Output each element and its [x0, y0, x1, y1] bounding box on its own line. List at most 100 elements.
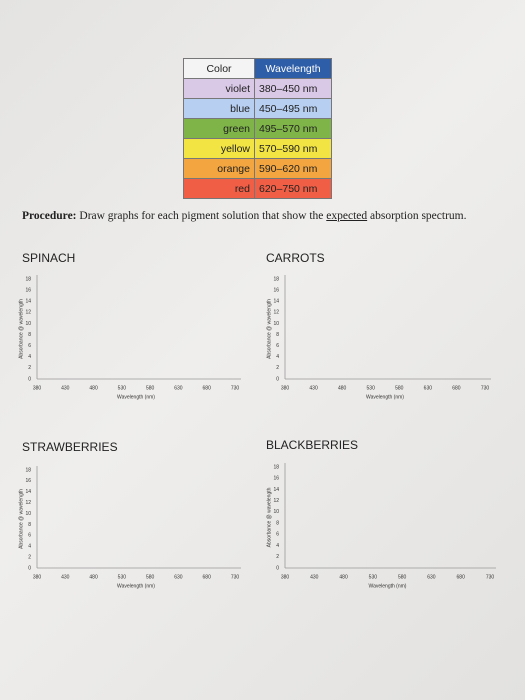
row: blue 450–495 nm [183, 98, 332, 119]
graph-title: BLACKBERRIES [266, 438, 358, 452]
procedure-emphasis: expected [326, 210, 368, 222]
cell: red [183, 178, 255, 199]
cell: green [183, 118, 255, 139]
y-tick-label: 6 [28, 533, 31, 539]
y-tick-label: 0 [276, 376, 279, 382]
y-tick-label: 2 [28, 365, 31, 371]
x-tick-label: 730 [486, 574, 495, 580]
row: yellow 570–590 nm [183, 138, 332, 159]
row: violet 380–450 nm [183, 78, 332, 99]
y-tick-label: 16 [25, 287, 31, 293]
y-tick-label: 10 [25, 511, 31, 517]
x-tick-label: 580 [146, 385, 155, 391]
cell: 620–750 nm [254, 178, 332, 199]
y-tick-label: 8 [28, 522, 31, 528]
column-header: Color [183, 58, 255, 79]
y-tick-label: 18 [273, 276, 279, 282]
x-tick-label: 430 [309, 385, 318, 391]
x-tick-label: 430 [61, 385, 70, 391]
y-axis-label: Absorbance @ wavelength [266, 487, 272, 547]
y-tick-label: 2 [28, 554, 31, 560]
row: red 620–750 nm [183, 178, 332, 199]
y-tick-label: 2 [276, 365, 279, 371]
x-tick-label: 430 [61, 574, 70, 580]
y-tick-label: 4 [276, 354, 279, 360]
color-table: Color Wavelength violet 380–450 nm blue 45… [183, 58, 332, 199]
y-tick-label: 14 [25, 299, 31, 305]
y-tick-label: 10 [273, 509, 279, 515]
x-tick-label: 580 [398, 574, 407, 580]
graph-title: SPINACH [22, 251, 75, 265]
y-tick-label: 12 [273, 310, 279, 316]
y-tick-label: 16 [273, 287, 279, 293]
y-tick-label: 10 [25, 321, 31, 327]
y-tick-label: 0 [28, 565, 31, 571]
cell: yellow [183, 138, 255, 159]
procedure-text: absorption spectrum. [370, 210, 467, 222]
x-tick-label: 480 [89, 385, 98, 391]
x-tick-label: 380 [281, 574, 290, 580]
column-header: Wavelength [254, 58, 332, 79]
cell: 450–495 nm [254, 98, 332, 119]
x-tick-label: 380 [33, 385, 42, 391]
x-tick-label: 530 [118, 574, 127, 580]
x-tick-label: 580 [395, 385, 404, 391]
x-tick-label: 530 [367, 385, 376, 391]
y-tick-label: 18 [25, 467, 31, 473]
y-axis-label: Absorbance @ wavelength [266, 299, 272, 359]
x-tick-label: 480 [338, 385, 347, 391]
y-tick-label: 14 [273, 299, 279, 305]
y-tick-label: 16 [273, 476, 279, 482]
x-tick-label: 380 [33, 574, 42, 580]
y-tick-label: 16 [25, 478, 31, 484]
y-tick-label: 6 [28, 343, 31, 349]
x-tick-label: 680 [457, 574, 466, 580]
x-tick-label: 580 [146, 574, 155, 580]
y-tick-label: 0 [276, 565, 279, 571]
y-tick-label: 6 [276, 532, 279, 538]
y-tick-label: 8 [276, 520, 279, 526]
x-axis-label: Wavelength (nm) [366, 394, 404, 400]
x-tick-label: 680 [452, 385, 461, 391]
x-tick-label: 480 [89, 574, 98, 580]
x-axis-label: Wavelength (nm) [117, 394, 155, 400]
y-tick-label: 12 [25, 500, 31, 506]
x-tick-label: 380 [281, 385, 290, 391]
x-axis-label: Wavelength (nm) [369, 583, 407, 589]
header-row: Color Wavelength [183, 58, 332, 79]
y-tick-label: 12 [25, 310, 31, 316]
x-tick-label: 680 [203, 574, 212, 580]
x-tick-label: 630 [174, 574, 183, 580]
x-tick-label: 730 [231, 385, 240, 391]
x-tick-label: 430 [310, 574, 319, 580]
x-tick-label: 530 [118, 385, 127, 391]
procedure: Procedure: Draw graphs for each pigment … [22, 210, 466, 222]
y-tick-label: 2 [276, 554, 279, 560]
x-tick-label: 730 [231, 574, 240, 580]
x-tick-label: 530 [369, 574, 378, 580]
y-tick-label: 4 [28, 544, 31, 550]
graph-title: STRAWBERRIES [22, 440, 118, 454]
y-tick-label: 18 [273, 464, 279, 470]
y-tick-label: 4 [276, 543, 279, 549]
x-tick-label: 630 [424, 385, 433, 391]
y-axis-label: Absorbance @ wavelength [18, 489, 24, 549]
y-tick-label: 14 [25, 489, 31, 495]
cell: orange [183, 158, 255, 179]
y-tick-label: 8 [28, 332, 31, 338]
y-tick-label: 18 [25, 276, 31, 282]
x-tick-label: 680 [203, 385, 212, 391]
y-tick-label: 0 [28, 376, 31, 382]
y-tick-label: 10 [273, 321, 279, 327]
cell: 570–590 nm [254, 138, 332, 159]
cell: violet [183, 78, 255, 99]
y-tick-label: 14 [273, 487, 279, 493]
x-tick-label: 480 [339, 574, 348, 580]
x-tick-label: 730 [481, 385, 490, 391]
x-tick-label: 630 [427, 574, 436, 580]
cell: blue [183, 98, 255, 119]
y-tick-label: 6 [276, 343, 279, 349]
y-tick-label: 12 [273, 498, 279, 504]
